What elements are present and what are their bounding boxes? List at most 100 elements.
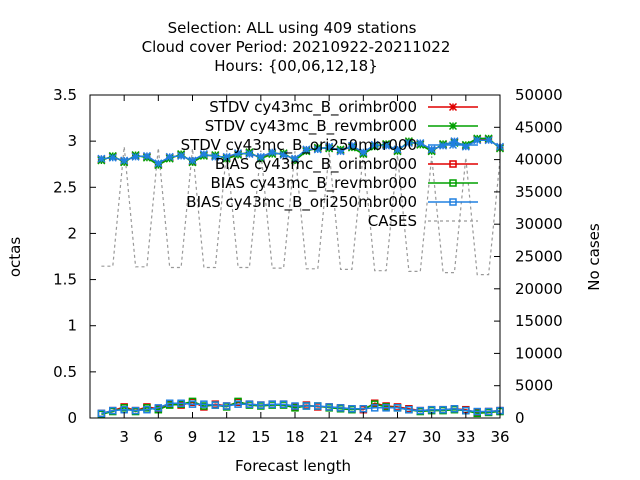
data-point: [177, 151, 186, 160]
data-point: [222, 152, 231, 161]
data-point: [97, 409, 106, 418]
y-tick-label: 0.5: [53, 363, 77, 381]
y2-tick-label: 35000: [515, 183, 563, 201]
data-point: [393, 145, 402, 154]
x-tick-label: 27: [388, 428, 407, 446]
data-point: [473, 136, 482, 145]
title-line-2: Cloud cover Period: 20210922-20211022: [142, 38, 451, 56]
data-point: [120, 156, 129, 165]
data-point: [404, 138, 413, 148]
x-tick-label: 33: [456, 428, 475, 446]
data-point: [461, 142, 470, 151]
y-tick-label: 0: [67, 409, 77, 427]
data-point: [359, 148, 368, 157]
chart-title: Selection: ALL using 409 stations Cloud …: [142, 19, 451, 75]
series-layer: [97, 134, 505, 419]
y-tick-label: 1: [67, 317, 77, 335]
data-point: [416, 406, 425, 415]
legend-label: BIAS cy43mc_B_ori250mbr000: [186, 193, 417, 212]
legend-swatch-marker: [449, 179, 457, 187]
title-line-3: Hours: {00,06,12,18}: [214, 57, 378, 75]
legend-label: STDV cy43mc_B_orimbr000: [209, 98, 417, 117]
legend-swatch-marker: [449, 198, 457, 206]
data-point: [484, 136, 493, 145]
data-point: [325, 142, 334, 151]
data-point: [450, 405, 459, 413]
y2-tick-label: 45000: [515, 118, 563, 136]
data-point: [393, 404, 402, 412]
data-point: [302, 402, 311, 410]
data-point: [302, 145, 311, 154]
y2-tick-label: 0: [515, 409, 525, 427]
data-point: [142, 151, 151, 160]
y2-axis-label: No cases: [585, 223, 603, 291]
legend-label: CASES: [368, 212, 417, 230]
series-5: [97, 399, 504, 418]
data-point: [314, 402, 322, 410]
data-point: [359, 405, 368, 413]
legend-label: BIAS cy43mc_B_revmbr000: [211, 174, 418, 193]
series-line: [101, 146, 501, 276]
legend-label: STDV cy43mc_B_revmbr000: [205, 117, 417, 136]
y-tick-label: 1.5: [53, 271, 77, 289]
y2-tick-label: 50000: [515, 86, 563, 104]
data-point: [313, 145, 322, 154]
data-point: [154, 404, 163, 412]
legend-swatch-marker: [448, 140, 458, 150]
data-point: [325, 403, 333, 411]
data-point: [143, 405, 151, 414]
y2-tick-label: 10000: [515, 344, 563, 362]
data-point: [382, 404, 390, 412]
data-point: [234, 149, 243, 158]
data-point: [427, 145, 436, 154]
data-point: [257, 401, 265, 409]
series-line: [101, 402, 501, 415]
x-tick-label: 15: [251, 428, 270, 446]
data-point: [165, 399, 174, 407]
data-point: [336, 147, 345, 156]
y-tick-label: 3: [67, 132, 77, 150]
data-point: [108, 153, 117, 162]
y2-tick-label: 5000: [515, 377, 553, 395]
data-point: [336, 404, 345, 412]
y-tick-label: 3.5: [53, 86, 77, 104]
data-point: [405, 405, 413, 414]
data-point: [382, 141, 391, 150]
x-tick-label: 9: [188, 428, 198, 446]
data-point: [97, 154, 106, 163]
data-point: [268, 400, 276, 408]
series-6: [101, 146, 501, 276]
data-point: [484, 407, 493, 416]
legend-label: STDV cy43mc_B_ori250mbr000: [181, 136, 417, 155]
y2-tick-label: 40000: [515, 151, 563, 169]
series-2: [97, 136, 505, 168]
y2-tick-label: 20000: [515, 280, 563, 298]
x-tick-label: 3: [119, 428, 129, 446]
data-point: [131, 152, 140, 161]
data-point: [211, 401, 220, 409]
data-point: [222, 402, 231, 410]
title-line-1: Selection: ALL using 409 stations: [168, 19, 417, 37]
legend-label: BIAS cy43mc_B_orimbr000: [215, 155, 417, 174]
y2-tick-label: 25000: [515, 248, 563, 266]
data-point: [347, 141, 356, 150]
axis-ticks: 3 6 9 12 15 18 21 24 27 30 33 3600.511.522.533.5050…: [53, 86, 563, 446]
data-point: [200, 400, 208, 408]
data-point: [188, 156, 197, 165]
x-axis-label: Forecast length: [235, 457, 351, 475]
data-point: [439, 405, 447, 414]
data-point: [279, 400, 288, 408]
y-tick-label: 2.5: [53, 178, 77, 196]
x-tick-label: 12: [217, 428, 236, 446]
data-point: [131, 406, 140, 415]
data-point: [154, 159, 163, 168]
data-point: [370, 404, 379, 412]
x-tick-label: 21: [320, 428, 339, 446]
data-point: [177, 399, 185, 407]
data-point: [199, 150, 208, 159]
data-point: [279, 150, 288, 160]
legend-swatch-marker: [448, 102, 458, 112]
data-point: [473, 407, 481, 416]
y2-tick-label: 30000: [515, 215, 563, 233]
